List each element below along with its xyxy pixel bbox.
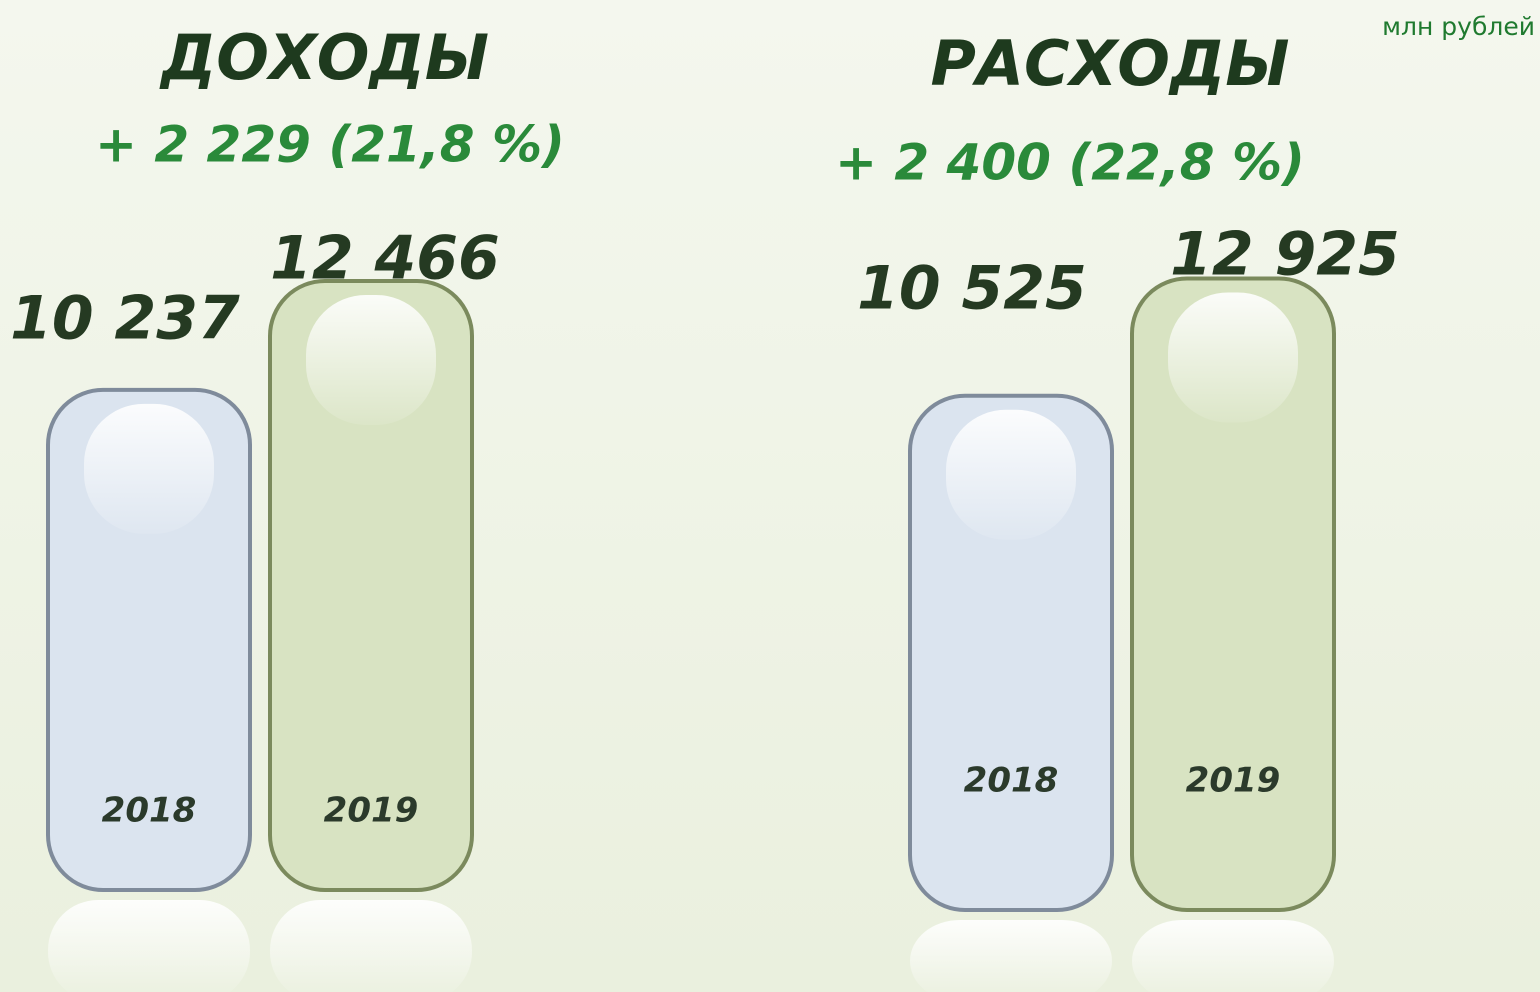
chart-subtitle: + 2 229 (21,8 %): [95, 116, 565, 174]
chart-title: РАСХОДЫ: [931, 27, 1290, 100]
value-label: 12 466: [270, 224, 500, 294]
chart-title: ДОХОДЫ: [159, 21, 489, 94]
unit-label: млн рублей: [1382, 12, 1535, 41]
reflection: [270, 900, 472, 992]
value-label: 10 525: [857, 254, 1087, 324]
chart-subtitle: + 2 400 (22,8 %): [835, 134, 1305, 192]
slide: млн рублей ДОХОДЫ + 2 229 (21,8 %) 2018 10 …: [0, 0, 1540, 992]
value-label: 12 925: [1170, 220, 1400, 290]
bar-highlight: [946, 410, 1076, 540]
year-label: 2019: [1186, 761, 1281, 801]
bar-highlight: [306, 295, 436, 425]
bar-highlight: [1168, 293, 1298, 423]
value-label: 10 237: [10, 284, 240, 354]
reflection: [48, 900, 250, 992]
reflection: [1132, 920, 1334, 992]
reflection: [910, 920, 1112, 992]
year-label: 2018: [964, 761, 1059, 801]
year-label: 2018: [102, 791, 197, 831]
bar-highlight: [84, 404, 214, 534]
year-label: 2019: [324, 791, 419, 831]
